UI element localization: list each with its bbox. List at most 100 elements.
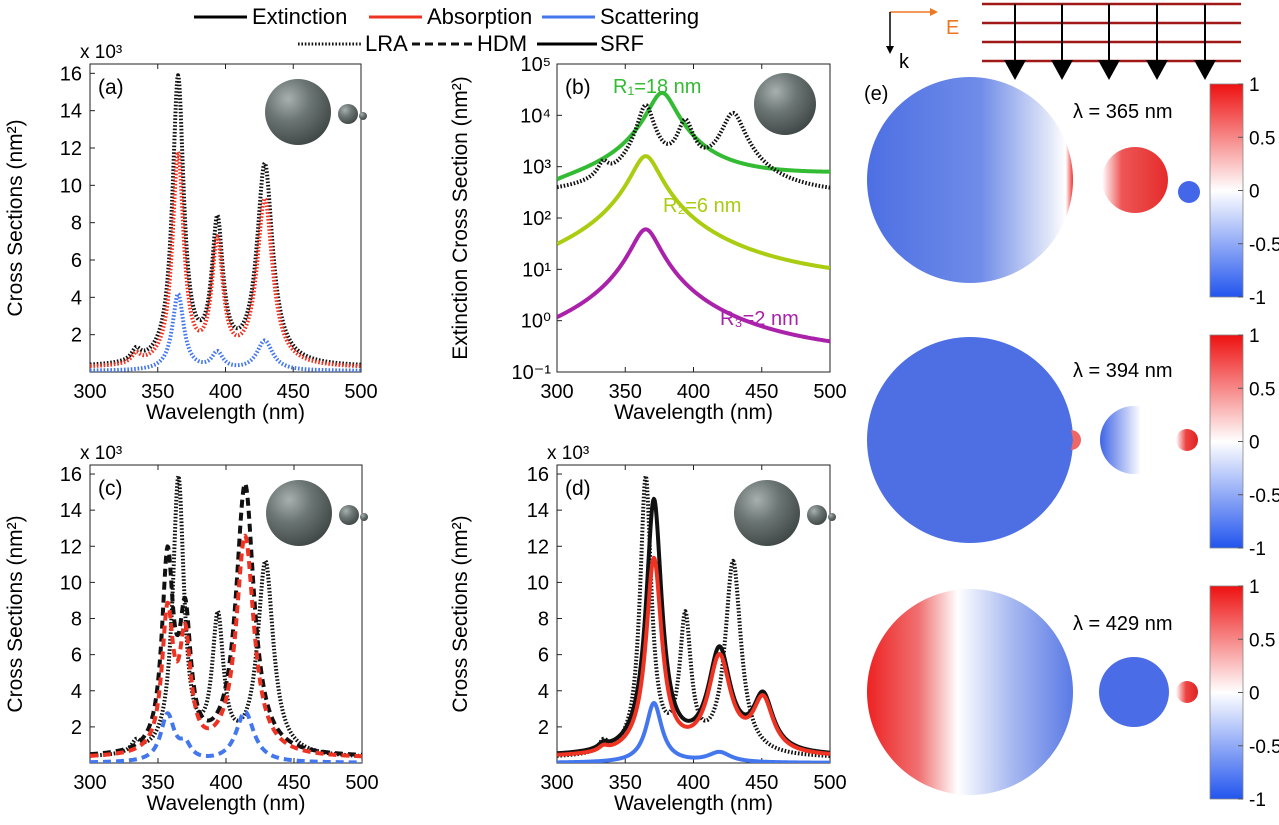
colorbar-tick-label: -1 — [1249, 790, 1266, 811]
y-tick-label: 6 — [71, 645, 82, 667]
panel-label: (d) — [565, 477, 591, 500]
panel-c-chart: 300 350 400 450 500 Wavelength (nm) 2 4 6 8 10 12 14… — [4, 443, 379, 815]
e-label: E — [946, 17, 959, 39]
y-tick-label: 12 — [60, 138, 82, 160]
series-lra-absorption — [90, 149, 361, 369]
colorbar-tick-label: 0 — [1249, 182, 1260, 203]
large-sphere-map — [867, 77, 1073, 283]
dimer-spheres-icon — [734, 480, 836, 546]
y-tick-label: 10 — [527, 572, 549, 594]
x-tick-label: 300 — [73, 772, 106, 794]
arrow-head-icon — [1004, 60, 1026, 80]
panel-d-chart: 300 350 400 450 500 Wavelength (nm) 2 4 6 8 10 12 14… — [449, 443, 847, 815]
colorbar-tick-label: 1 — [1249, 326, 1260, 347]
colorbar-tick-label: -1 — [1249, 288, 1266, 309]
series-lra-extinction — [557, 103, 830, 190]
dimer-spheres-icon — [265, 79, 367, 145]
x-tick-label: 450 — [277, 772, 310, 794]
y-multiplier: x 10³ — [80, 42, 122, 63]
large-sphere-edge — [1071, 430, 1081, 450]
y-axis-label: Cross Sections (nm²) — [4, 515, 27, 712]
medium-sphere-map — [1102, 147, 1168, 213]
panel-label: (b) — [565, 76, 591, 99]
colorbar-tick-label: -0.5 — [1249, 486, 1279, 507]
colorbar-tick-label: 0.5 — [1249, 630, 1275, 651]
dimer-spheres-icon — [266, 480, 368, 546]
colorbar-tick-label: 0 — [1249, 684, 1260, 705]
series-lra-scattering — [90, 291, 361, 372]
colorbars: 1 0.5 0 -0.5 -1 1 0.5 0 -0.5 -1 1 0.5 0 -0.5 -1 — [1209, 75, 1279, 811]
panel-e: E k (e) λ = 365 nm λ = 394 nm λ = 429 nm — [864, 2, 1279, 811]
large-sphere-map — [867, 337, 1073, 543]
arrow-head-icon — [1146, 60, 1168, 80]
y-tick-label: 14 — [60, 500, 82, 522]
arrow-head-icon — [1098, 60, 1120, 80]
x-axis-label: Wavelength (nm) — [146, 401, 305, 424]
y-tick-label: 10¹ — [522, 259, 551, 281]
field-map-394: λ = 394 nm — [867, 337, 1198, 543]
radius-annotation: R₃=2 nm — [720, 308, 799, 330]
y-tick-label: 8 — [71, 213, 82, 235]
colorbar-tick-label: 0.5 — [1249, 379, 1275, 400]
panel-b-chart: 300 350 400 450 500 Wavelength (nm) 10⁻¹ 10⁰ 10¹… — [449, 54, 847, 424]
legend-srf-label: SRF — [600, 31, 644, 56]
x-tick-label: 400 — [209, 381, 242, 403]
e-arrow-icon — [930, 8, 938, 16]
y-tick-label: 14 — [60, 101, 82, 123]
legend-absorption-label: Absorption — [427, 4, 532, 29]
y-axis-label: Cross Sections (nm²) — [449, 515, 472, 712]
small-sphere-map — [1178, 181, 1200, 203]
x-axis-label: Wavelength (nm) — [614, 792, 773, 815]
x-tick-label: 350 — [141, 772, 174, 794]
x-tick-label: 500 — [813, 772, 846, 794]
colorbar — [1209, 83, 1244, 298]
field-map-365: λ = 365 nm — [867, 77, 1200, 283]
y-tick-label: 2 — [71, 325, 82, 347]
y-tick-label: 10² — [522, 208, 551, 230]
small-sphere-map — [1176, 429, 1198, 451]
legend-extinction-label: Extinction — [252, 4, 347, 29]
x-tick-label: 350 — [609, 381, 642, 403]
y-tick-label: 6 — [538, 645, 549, 667]
colorbar-tick-label: -1 — [1249, 539, 1266, 560]
wavelength-label: λ = 429 nm — [1073, 613, 1173, 635]
series-hdm-scattering — [90, 709, 362, 763]
colorbar-tick-label: 1 — [1249, 577, 1260, 598]
y-tick-label: 16 — [60, 63, 82, 85]
y-tick-label: 10 — [60, 175, 82, 197]
colorbar — [1209, 334, 1244, 549]
series-lra-extinction — [90, 73, 361, 367]
x-tick-label: 300 — [73, 381, 106, 403]
series-hdm-absorption — [90, 533, 362, 759]
x-tick-label: 350 — [141, 381, 174, 403]
x-tick-label: 500 — [345, 772, 378, 794]
colorbar — [1209, 585, 1244, 800]
y-tick-label: 10⁰ — [521, 311, 551, 333]
legend-scattering-label: Scattering — [600, 4, 699, 29]
k-arrow-icon — [886, 46, 894, 54]
y-tick-label: 10³ — [522, 157, 551, 179]
large-sphere-map — [867, 589, 1073, 795]
y-tick-label: 16 — [60, 464, 82, 486]
field-map-429: λ = 429 nm — [867, 589, 1198, 795]
y-tick-label: 4 — [71, 287, 82, 309]
series-hdm-extinction — [90, 481, 362, 757]
y-tick-label: 6 — [71, 250, 82, 272]
colorbar-tick-label: 0.5 — [1249, 128, 1275, 149]
y-multiplier: x 10³ — [80, 443, 122, 464]
incident-field-schematic: E k — [886, 2, 1241, 80]
medium-sphere-map — [1099, 657, 1169, 727]
colorbar-tick-label: 1 — [1249, 75, 1260, 96]
panel-e-label: (e) — [864, 83, 888, 105]
medium-sphere-map — [1100, 406, 1168, 474]
colorbar-tick-label: -0.5 — [1249, 737, 1279, 758]
panel-label: (a) — [98, 76, 124, 99]
y-tick-label: 10⁵ — [520, 54, 551, 76]
panel-a-chart: 300 350 400 450 500 Wavelength (nm) 2 4 6 8 10 12 14… — [4, 42, 378, 424]
x-tick-label: 300 — [540, 772, 573, 794]
dimer-spheres-icon — [754, 73, 816, 135]
x-tick-label: 400 — [677, 381, 710, 403]
x-tick-label: 300 — [540, 381, 573, 403]
x-tick-label: 500 — [344, 381, 377, 403]
x-axis-label: Wavelength (nm) — [614, 401, 773, 424]
